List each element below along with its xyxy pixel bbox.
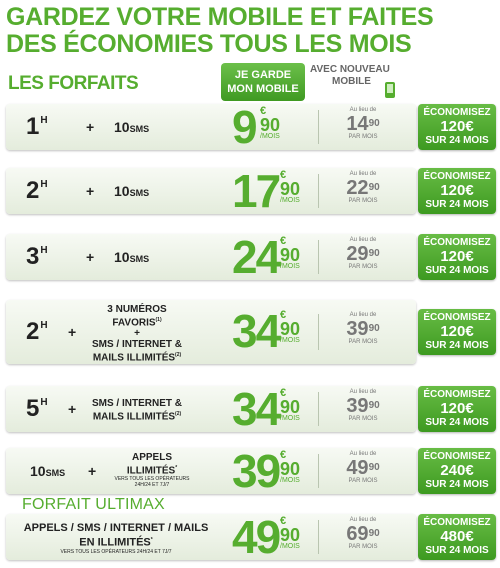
divider (318, 174, 319, 208)
plus-sign: + (86, 249, 95, 265)
column-header-je-garde: JE GARDE MON MOBILE (221, 63, 305, 101)
headline-line-2: DES ÉCONOMIES TOUS LES MOIS (6, 30, 412, 58)
plan-price: 34 € 90 /MOIS (232, 305, 301, 357)
plan-options: APPELS / SMS / INTERNET / MAILS EN ILLIM… (23, 522, 209, 555)
plan-hours: 2H (26, 318, 48, 345)
plan-sms: 10SMS (30, 463, 66, 479)
savings-badge: ÉCONOMISEZ 120€ SUR 24 MOIS (418, 234, 496, 280)
divider (318, 240, 319, 274)
plan-price: 49 € 90 /MOIS (232, 511, 301, 563)
headline-line-1: GARDEZ VOTRE MOBILE ET FAITES (6, 3, 434, 31)
plan-hours: 2H (26, 177, 48, 204)
plan-row-background (6, 514, 416, 560)
plan-old-price: Au lieu de 1490 PAR MOIS (346, 107, 380, 140)
plan-row-ultimax: APPELS / SMS / INTERNET / MAILS EN ILLIM… (6, 511, 496, 563)
divider (318, 314, 319, 350)
plus-sign: + (86, 119, 95, 135)
column-header-nouveau-line2: MOBILE (332, 76, 371, 87)
column-header-je-garde-line2: MON MOBILE (227, 83, 299, 95)
plan-old-price: Au lieu de 4990 PAR MOIS (346, 451, 380, 484)
divider (318, 520, 319, 554)
plan-sms: 10SMS (114, 183, 150, 199)
plan-price: 17 € 90 /MOIS (232, 165, 301, 217)
plus-sign: + (86, 183, 95, 199)
plan-sms: 10SMS (114, 249, 150, 265)
plan-row-background (6, 104, 416, 150)
savings-badge: ÉCONOMISEZ 240€ SUR 24 MOIS (418, 448, 496, 494)
plan-old-price: Au lieu de 2290 PAR MOIS (346, 171, 380, 204)
plus-sign: + (88, 463, 97, 479)
plan-sms: 10SMS (114, 119, 150, 135)
plan-options: APPELS ILLIMITÉS* VERS TOUS LES OPÉRATEU… (114, 452, 190, 489)
plan-row: 1H + 10SMS 9 € 90 /MOIS Au lieu de 1490 … (6, 101, 496, 153)
savings-badge: ÉCONOMISEZ 120€ SUR 24 MOIS (418, 104, 496, 150)
plan-row: 10SMS + APPELS ILLIMITÉS* VERS TOUS LES … (6, 445, 496, 497)
plan-row-background (6, 386, 416, 432)
plan-old-price: Au lieu de 6990 PAR MOIS (346, 517, 380, 550)
divider (318, 392, 319, 426)
savings-badge: ÉCONOMISEZ 480€ SUR 24 MOIS (418, 514, 496, 560)
divider (318, 454, 319, 488)
plan-row: 2H + 3 NUMÉROS FAVORIS(1) + SMS / INTERN… (6, 300, 496, 364)
plan-row: 2H + 10SMS 17 € 90 /MOIS Au lieu de 2290… (6, 165, 496, 217)
plan-hours: 5H (26, 395, 48, 422)
ultimax-title: FORFAIT ULTIMAX (22, 496, 165, 513)
savings-badge: ÉCONOMISEZ 120€ SUR 24 MOIS (418, 386, 496, 432)
plan-hours: 3H (26, 243, 48, 270)
plan-row-background (6, 234, 416, 280)
plan-price: 39 € 90 /MOIS (232, 445, 301, 497)
column-header-je-garde-line1: JE GARDE (234, 69, 292, 81)
plan-row-background (6, 168, 416, 214)
plus-sign: + (68, 324, 77, 340)
plan-price: 9 € 90 /MOIS (232, 101, 281, 153)
column-header-nouveau: AVEC NOUVEAU MOBILE (310, 64, 410, 88)
section-title: LES FORFAITS (8, 73, 139, 94)
plan-old-price: Au lieu de 3990 PAR MOIS (346, 389, 380, 422)
plan-hours: 1H (26, 113, 48, 140)
mobile-phone-icon (385, 82, 395, 98)
plan-price: 24 € 90 /MOIS (232, 231, 301, 283)
plan-row-background (6, 448, 416, 494)
savings-badge: ÉCONOMISEZ 120€ SUR 24 MOIS (418, 168, 496, 214)
column-header-nouveau-line1: AVEC NOUVEAU (310, 64, 390, 75)
savings-badge: ÉCONOMISEZ 120€ SUR 24 MOIS (418, 309, 496, 355)
plan-options: 3 NUMÉROS FAVORIS(1) + SMS / INTERNET & … (91, 304, 182, 364)
plan-old-price: Au lieu de 2990 PAR MOIS (346, 237, 380, 270)
plan-price: 34 € 90 /MOIS (232, 383, 301, 435)
plan-options: SMS / INTERNET & MAILS ILLIMITÉS(2) (91, 398, 182, 423)
plan-row-background (6, 300, 416, 364)
plan-row: 5H + SMS / INTERNET & MAILS ILLIMITÉS(2)… (6, 383, 496, 435)
plan-row: 3H + 10SMS 24 € 90 /MOIS Au lieu de 2990… (6, 231, 496, 283)
divider (318, 110, 319, 144)
plan-old-price: Au lieu de 3990 PAR MOIS (346, 312, 380, 345)
plus-sign: + (68, 401, 77, 417)
headline: GARDEZ VOTRE MOBILE ET FAITES DES ÉCONOM… (6, 4, 496, 58)
